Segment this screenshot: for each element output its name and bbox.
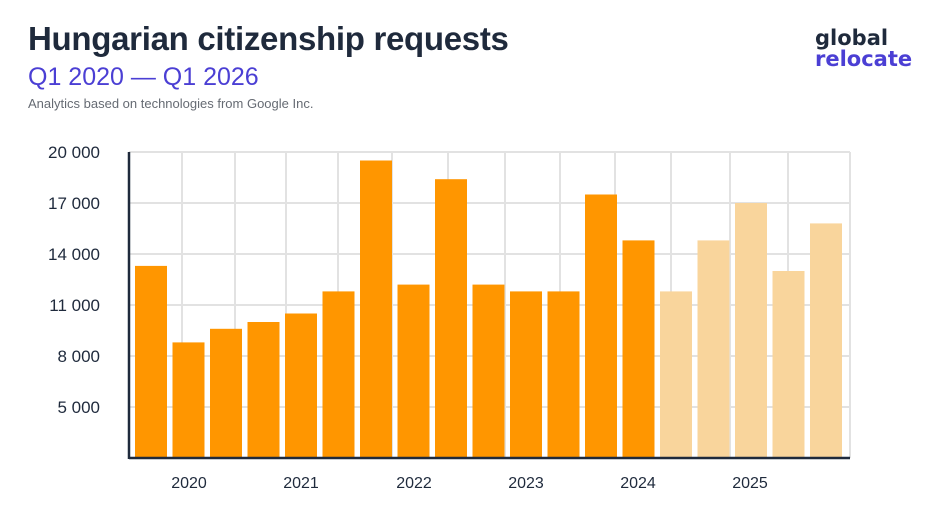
y-axis-ticks: 5 000 8 000 11 000 14 000 17 000 20 000 bbox=[48, 143, 100, 417]
logo-line-relocate: relocate bbox=[815, 47, 913, 71]
forecast-bar-4 bbox=[772, 271, 805, 458]
y-tick-label: 5 000 bbox=[57, 398, 100, 417]
x-tick-label: 2022 bbox=[396, 475, 432, 492]
chart-title: Hungarian citizenship requests bbox=[28, 20, 509, 57]
forecast-bar-2 bbox=[697, 240, 730, 458]
bar-4 bbox=[247, 322, 280, 458]
bar-6 bbox=[322, 291, 355, 458]
y-tick-label: 11 000 bbox=[49, 296, 100, 315]
source-note: Analytics based on technologies from Goo… bbox=[28, 96, 314, 111]
bar-12 bbox=[547, 291, 580, 458]
x-tick-label: 2023 bbox=[508, 475, 544, 492]
x-tick-label: 2021 bbox=[283, 475, 319, 492]
y-tick-label: 20 000 bbox=[48, 143, 100, 162]
bar-11 bbox=[510, 291, 542, 458]
forecast-bar-1 bbox=[660, 291, 692, 458]
brand-logo: global relocate bbox=[815, 28, 912, 70]
bar-10 bbox=[472, 284, 505, 458]
chart-axes bbox=[127, 152, 850, 460]
logo-line-global: global bbox=[815, 26, 889, 50]
bar-3 bbox=[210, 328, 242, 458]
forecast-bar-3 bbox=[735, 203, 767, 458]
y-tick-label: 8 000 bbox=[57, 347, 100, 366]
chart-bars bbox=[135, 160, 842, 458]
x-tick-label: 2025 bbox=[732, 475, 768, 492]
bar-2 bbox=[172, 342, 205, 458]
y-tick-label: 14 000 bbox=[48, 245, 100, 264]
bar-14 bbox=[622, 240, 655, 458]
x-axis-ticks: 2020 2021 2022 2023 2024 2025 bbox=[171, 475, 768, 492]
bar-8 bbox=[397, 284, 430, 458]
bar-13 bbox=[585, 194, 617, 458]
bar-5 bbox=[285, 313, 317, 458]
x-tick-label: 2024 bbox=[620, 475, 656, 492]
y-tick-label: 17 000 bbox=[48, 194, 100, 213]
x-tick-label: 2020 bbox=[171, 475, 207, 492]
bar-1 bbox=[135, 265, 167, 458]
forecast-bar-5 bbox=[810, 223, 842, 458]
bar-7 bbox=[360, 160, 392, 458]
chart-subtitle: Q1 2020 — Q1 2026 bbox=[28, 63, 259, 91]
bar-9 bbox=[435, 179, 467, 458]
